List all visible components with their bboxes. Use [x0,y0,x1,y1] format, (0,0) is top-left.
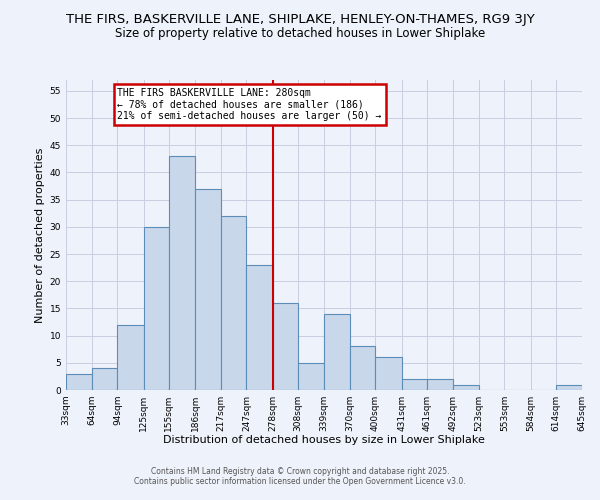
Text: THE FIRS, BASKERVILLE LANE, SHIPLAKE, HENLEY-ON-THAMES, RG9 3JY: THE FIRS, BASKERVILLE LANE, SHIPLAKE, HE… [65,12,535,26]
Bar [376,358,401,390]
Bar [169,156,195,390]
Bar [556,384,582,390]
Bar [401,379,427,390]
Text: THE FIRS BASKERVILLE LANE: 280sqm
← 78% of detached houses are smaller (186)
21%: THE FIRS BASKERVILLE LANE: 280sqm ← 78% … [118,88,382,122]
Bar [66,374,92,390]
Bar [453,384,479,390]
Bar [221,216,247,390]
Y-axis label: Number of detached properties: Number of detached properties [35,148,46,322]
Bar [350,346,376,390]
Text: Size of property relative to detached houses in Lower Shiplake: Size of property relative to detached ho… [115,28,485,40]
Bar [143,227,169,390]
Text: Contains public sector information licensed under the Open Government Licence v3: Contains public sector information licen… [134,477,466,486]
Text: Contains HM Land Registry data © Crown copyright and database right 2025.: Contains HM Land Registry data © Crown c… [151,467,449,476]
Bar [427,379,453,390]
Bar [92,368,118,390]
Bar [298,363,324,390]
Bar [324,314,350,390]
Bar [247,265,272,390]
Bar [272,303,298,390]
Bar [118,324,143,390]
X-axis label: Distribution of detached houses by size in Lower Shiplake: Distribution of detached houses by size … [163,436,485,446]
Bar [195,189,221,390]
